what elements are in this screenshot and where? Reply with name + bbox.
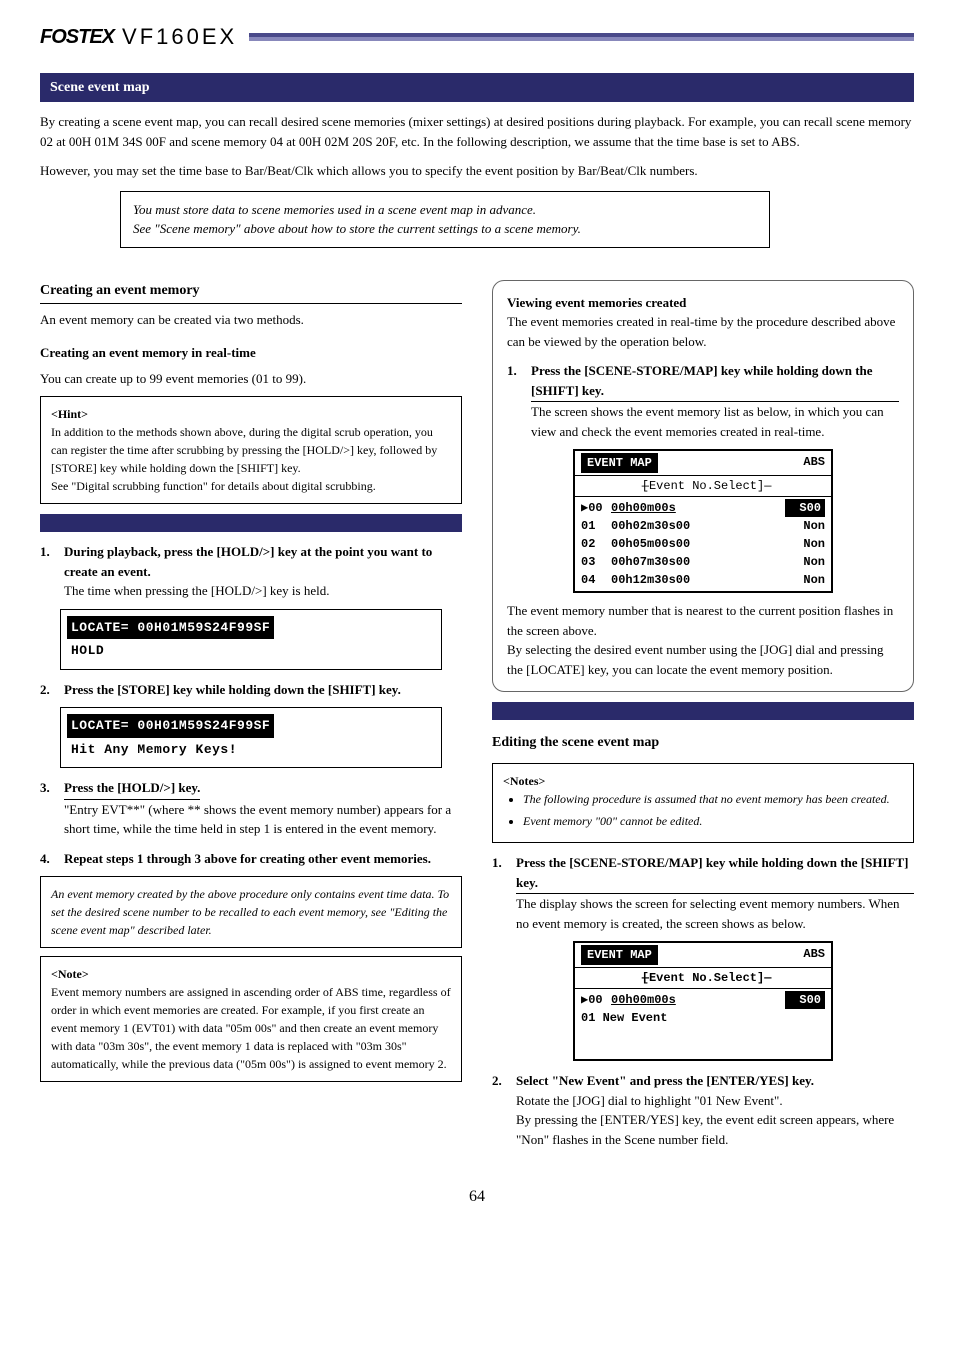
main-section-title: Scene event map xyxy=(40,73,914,102)
event-map-display-2: EVENT MAP ABS [Event No.Select] ▶00 00h0… xyxy=(573,941,833,1061)
em2-row-0: ▶00 00h00m00s S00 xyxy=(579,991,827,1009)
step-3-num: 3. xyxy=(40,778,58,839)
creating-event-intro: An event memory can be created via two m… xyxy=(40,310,462,330)
realtime-subtitle: Creating an event memory in real-time xyxy=(40,343,462,363)
page-number: 64 xyxy=(40,1185,914,1209)
em-rows: ▶00 00h00m00s S00 01 00h02m30s00 Non 02 … xyxy=(575,497,831,591)
blue-divider-2 xyxy=(492,702,914,720)
em-row-2: 02 00h05m00s00 Non xyxy=(579,535,827,553)
intro-para-1: By creating a scene event map, you can r… xyxy=(40,112,914,151)
edit-step-1-num: 1. xyxy=(492,853,510,933)
step-1-text: During playback, press the [HOLD/>] key … xyxy=(64,544,432,579)
lcd1-line2: HOLD xyxy=(67,639,435,663)
em2-abs: ABS xyxy=(803,945,825,965)
step-3-note: "Entry EVT**" (where ** shows the event … xyxy=(64,800,462,839)
step-3-text: Press the [HOLD/>] key. xyxy=(64,778,200,800)
model-name: VF160EX xyxy=(122,20,237,53)
step-4-num: 4. xyxy=(40,849,58,869)
notes-list: The following procedure is assumed that … xyxy=(503,790,903,830)
em-row-4: 04 00h12m30s00 Non xyxy=(579,571,827,589)
lcd1-line1: LOCATE= 00H01M59S24F99SF xyxy=(67,616,274,640)
step-2-text: Press the [STORE] key while holding down… xyxy=(64,680,462,700)
edit-step-1-note: The display shows the screen for selecti… xyxy=(516,894,914,933)
notes-bullet-1: The following procedure is assumed that … xyxy=(523,790,903,808)
lcd2-line2: Hit Any Memory Keys! xyxy=(67,738,435,762)
edit-step-2-note2: By pressing the [ENTER/YES] key, the eve… xyxy=(516,1110,914,1149)
page-header: FOSTEX VF160EX xyxy=(40,20,914,53)
brand-logo: FOSTEX xyxy=(40,22,114,52)
step-1-num: 1. xyxy=(40,542,58,601)
step-2-num: 2. xyxy=(40,680,58,700)
note-line-1: You must store data to scene memories us… xyxy=(133,200,757,220)
edit-step-2: 2. Select "New Event" and press the [ENT… xyxy=(492,1071,914,1149)
viewing-step-1-num: 1. xyxy=(507,361,525,441)
notes-bullet-2: Event memory "00" cannot be edited. xyxy=(523,812,903,830)
step-1: 1. During playback, press the [HOLD/>] k… xyxy=(40,542,462,601)
edit-step-2-note1: Rotate the [JOG] dial to highlight "01 N… xyxy=(516,1091,914,1111)
editing-title: Editing the scene event map xyxy=(492,732,914,755)
right-column: Viewing event memories created The event… xyxy=(492,268,914,1156)
step-4-text: Repeat steps 1 through 3 above for creat… xyxy=(64,849,462,869)
notes-label: <Notes> xyxy=(503,774,545,788)
viewing-step-1-text: Press the [SCENE-STORE/MAP] key while ho… xyxy=(531,361,899,402)
step-1-note: The time when pressing the [HOLD/>] key … xyxy=(64,581,462,601)
note2-label: <Note> xyxy=(51,967,89,981)
step-3: 3. Press the [HOLD/>] key. "Entry EVT**"… xyxy=(40,778,462,839)
hint-box: <Hint> In addition to the methods shown … xyxy=(40,396,462,504)
left-column: Creating an event memory An event memory… xyxy=(40,268,462,1156)
viewing-intro: The event memories created in real-time … xyxy=(507,312,899,351)
edit-step-2-num: 2. xyxy=(492,1071,510,1149)
hint-label: <Hint> xyxy=(51,407,88,421)
step-2: 2. Press the [STORE] key while holding d… xyxy=(40,680,462,700)
viewing-footer-2: By selecting the desired event number us… xyxy=(507,640,899,679)
em2-title: EVENT MAP xyxy=(581,945,658,965)
intro-para-2: However, you may set the time base to Ba… xyxy=(40,161,914,181)
viewing-footer-1: The event memory number that is nearest … xyxy=(507,601,899,640)
step-4: 4. Repeat steps 1 through 3 above for cr… xyxy=(40,849,462,869)
edit-step-2-text: Select "New Event" and press the [ENTER/… xyxy=(516,1073,814,1088)
em2-subheader: [Event No.Select] xyxy=(575,967,831,989)
creating-event-title: Creating an event memory xyxy=(40,280,462,304)
note2-text: Event memory numbers are assigned in asc… xyxy=(51,983,451,1073)
em-abs: ABS xyxy=(803,453,825,473)
edit-step-1-text: Press the [SCENE-STORE/MAP] key while ho… xyxy=(516,853,914,894)
hint-text: In addition to the methods shown above, … xyxy=(51,423,451,477)
hint-see: See "Digital scrubbing function" for det… xyxy=(51,477,451,495)
header-rule xyxy=(249,33,914,41)
note2-box: <Note> Event memory numbers are assigned… xyxy=(40,956,462,1082)
edit-step-1: 1. Press the [SCENE-STORE/MAP] key while… xyxy=(492,853,914,933)
italic-note-text: An event memory created by the above pro… xyxy=(51,887,449,937)
viewing-step-1: 1. Press the [SCENE-STORE/MAP] key while… xyxy=(507,361,899,441)
em-title: EVENT MAP xyxy=(581,453,658,473)
lcd2-line1: LOCATE= 00H01M59S24F99SF xyxy=(67,714,274,738)
event-map-display-1: EVENT MAP ABS [Event No.Select] ▶00 00h0… xyxy=(573,449,833,593)
italic-note-box: An event memory created by the above pro… xyxy=(40,876,462,948)
lcd-display-2: LOCATE= 00H01M59S24F99SF Hit Any Memory … xyxy=(60,707,442,768)
blue-divider-1 xyxy=(40,514,462,532)
advance-note-box: You must store data to scene memories us… xyxy=(120,191,770,248)
realtime-intro: You can create up to 99 event memories (… xyxy=(40,369,462,389)
em-row-1: 01 00h02m30s00 Non xyxy=(579,517,827,535)
viewing-box: Viewing event memories created The event… xyxy=(492,280,914,693)
em-row-0: ▶00 00h00m00s S00 xyxy=(579,499,827,517)
viewing-title: Viewing event memories created xyxy=(507,295,686,310)
notes-box: <Notes> The following procedure is assum… xyxy=(492,763,914,843)
em2-row-1: 01 New Event xyxy=(579,1009,827,1027)
em-subheader: [Event No.Select] xyxy=(575,475,831,497)
two-column-layout: Creating an event memory An event memory… xyxy=(40,268,914,1156)
note-line-2: See "Scene memory" above about how to st… xyxy=(133,219,757,239)
viewing-step-1-note: The screen shows the event memory list a… xyxy=(531,402,899,441)
em-row-3: 03 00h07m30s00 Non xyxy=(579,553,827,571)
lcd-display-1: LOCATE= 00H01M59S24F99SF HOLD xyxy=(60,609,442,670)
